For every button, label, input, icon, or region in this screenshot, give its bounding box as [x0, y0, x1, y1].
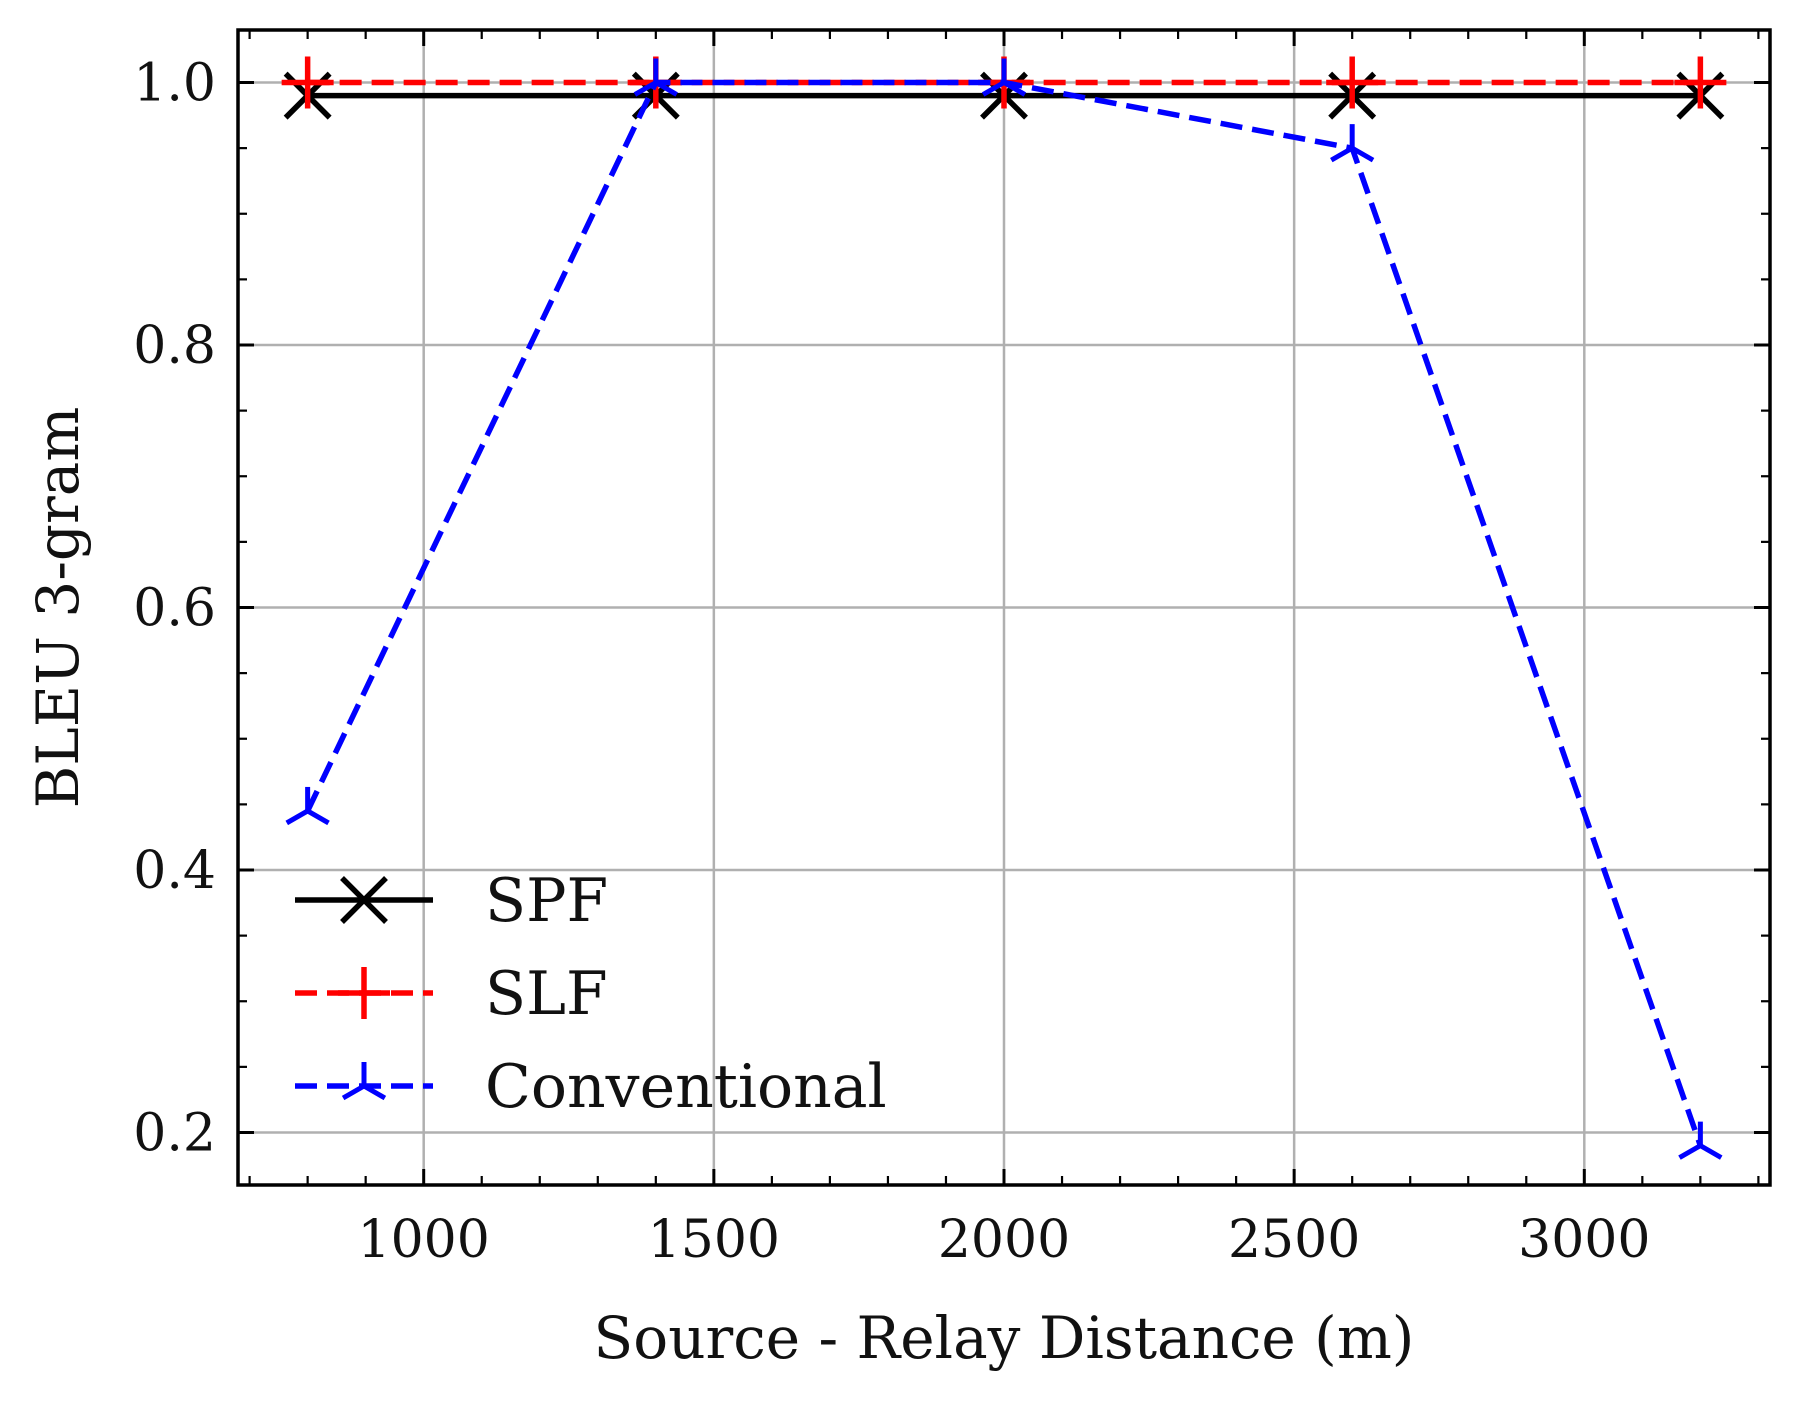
x-tick-label: 1000 — [358, 1210, 490, 1270]
marker-stroke — [341, 1083, 366, 1101]
x-tick-label: 1500 — [648, 1210, 780, 1270]
legend-marker-conventional — [341, 1062, 387, 1101]
x-tick-label: 2000 — [938, 1210, 1070, 1270]
marker-stroke — [654, 80, 678, 97]
legend-entry-conventional: Conventional — [295, 1052, 887, 1122]
data-point-conventional — [1678, 1121, 1723, 1160]
marker-stroke — [1002, 80, 1027, 97]
y-tick-label: 0.2 — [133, 1104, 216, 1164]
y-tick-label: 0.6 — [133, 579, 216, 639]
series-conventional — [285, 58, 1723, 1160]
grid — [238, 30, 1770, 1185]
legend-entry-slf: SLF — [295, 959, 608, 1029]
series-lines — [281, 56, 1727, 1160]
marker-stroke — [362, 1083, 387, 1101]
legend-label-conventional: Conventional — [485, 1052, 887, 1122]
data-point-slf — [1674, 56, 1727, 109]
data-point-conventional — [1330, 124, 1375, 163]
legend-label-spf: SPF — [485, 866, 608, 936]
marker-stroke — [981, 80, 1006, 97]
y-axis-title: BLEU 3-gram — [24, 407, 92, 809]
x-axis-title: Source - Relay Distance (m) — [594, 1304, 1415, 1372]
legend-marker-spf — [340, 876, 388, 924]
marker-stroke — [1678, 1143, 1702, 1160]
legend-entry-spf: SPF — [295, 866, 608, 936]
data-point-conventional — [981, 58, 1027, 97]
marker-stroke — [1330, 145, 1354, 163]
y-tick-label: 0.4 — [133, 841, 216, 901]
marker-stroke — [285, 808, 309, 826]
marker-stroke — [340, 876, 388, 924]
data-point-slf — [1326, 56, 1379, 109]
plot-frame — [236, 28, 1772, 1187]
data-point-conventional — [633, 58, 678, 97]
marker-stroke — [633, 80, 658, 97]
legend-label-slf: SLF — [485, 959, 608, 1029]
x-tick-label: 2500 — [1228, 1210, 1360, 1270]
data-point-conventional — [285, 786, 330, 826]
legend-marker-slf — [338, 967, 390, 1019]
y-tick-label: 1.0 — [133, 54, 216, 114]
marker-stroke — [1699, 1143, 1723, 1160]
x-tick-label: 3000 — [1518, 1210, 1650, 1270]
marker-stroke — [1350, 145, 1375, 163]
legend: SPF SLF Conventional — [295, 866, 887, 1122]
tick-labels: 1000 1500 2000 2500 3000 0.2 0.4 0.6 0.8 1.0 — [133, 54, 1650, 1271]
y-tick-label: 0.8 — [133, 316, 216, 376]
data-point-slf — [281, 56, 334, 109]
marker-stroke — [306, 808, 330, 826]
